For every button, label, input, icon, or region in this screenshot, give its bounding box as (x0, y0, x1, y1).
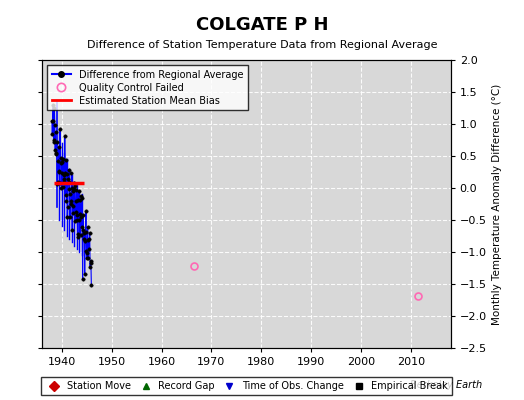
Legend: Difference from Regional Average, Quality Control Failed, Estimated Station Mean: Difference from Regional Average, Qualit… (47, 65, 248, 110)
Text: Berkeley Earth: Berkeley Earth (410, 380, 482, 390)
Legend: Station Move, Record Gap, Time of Obs. Change, Empirical Break: Station Move, Record Gap, Time of Obs. C… (41, 377, 452, 395)
Y-axis label: Monthly Temperature Anomaly Difference (°C): Monthly Temperature Anomaly Difference (… (493, 83, 503, 325)
Text: COLGATE P H: COLGATE P H (196, 16, 328, 34)
Text: Difference of Station Temperature Data from Regional Average: Difference of Station Temperature Data f… (87, 40, 437, 50)
